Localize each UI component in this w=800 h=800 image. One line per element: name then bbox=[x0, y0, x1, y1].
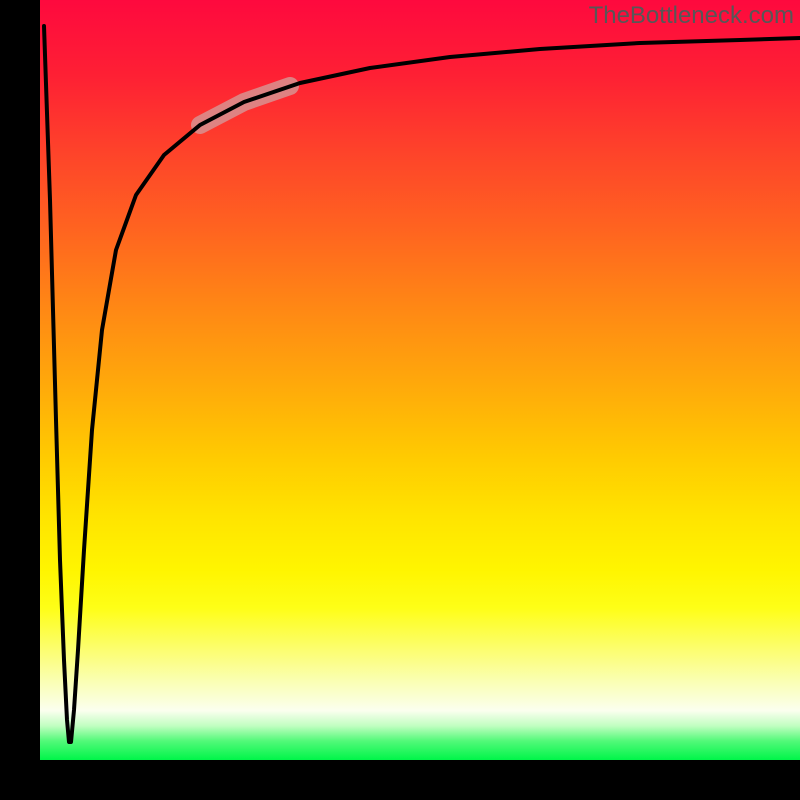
axis-border-bottom bbox=[0, 760, 800, 800]
chart-stage: TheBottleneck.com bbox=[0, 0, 800, 800]
heat-gradient bbox=[40, 0, 800, 760]
axis-border-left bbox=[0, 0, 40, 800]
watermark-text: TheBottleneck.com bbox=[589, 2, 794, 30]
